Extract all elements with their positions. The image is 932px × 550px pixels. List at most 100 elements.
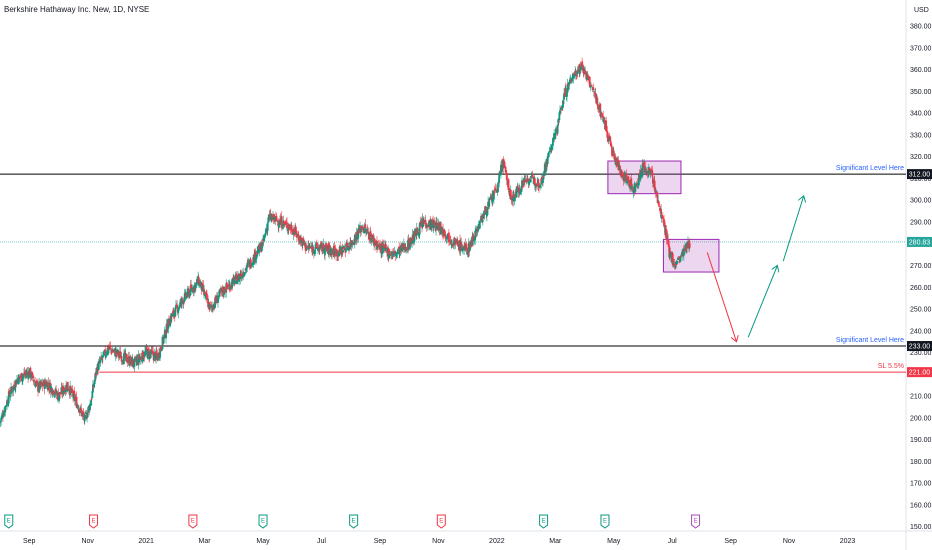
earnings-icon-letter: E bbox=[694, 519, 698, 525]
candle-body bbox=[24, 372, 27, 374]
candle-body bbox=[608, 137, 610, 142]
price-tag-box bbox=[907, 367, 932, 378]
candle-body bbox=[476, 231, 479, 233]
candle-body bbox=[656, 194, 659, 204]
currency-label: USD bbox=[914, 7, 929, 14]
candle-body bbox=[59, 393, 62, 395]
candle-body bbox=[608, 136, 611, 137]
candle-body bbox=[267, 214, 270, 222]
candle-body bbox=[681, 252, 684, 257]
candle-body bbox=[477, 225, 480, 232]
x-tick-label: Jul bbox=[668, 538, 677, 545]
candle-body bbox=[263, 236, 266, 240]
candle-body bbox=[481, 219, 484, 222]
candle-body bbox=[449, 240, 451, 242]
y-tick-label: 150.00 bbox=[910, 524, 932, 531]
candle-body bbox=[590, 85, 592, 88]
arrow bbox=[706, 252, 736, 341]
y-tick-label: 310.00 bbox=[910, 176, 932, 183]
candle-body bbox=[217, 299, 219, 303]
earnings-icon-letter: E bbox=[261, 519, 265, 525]
candle-body bbox=[363, 229, 366, 234]
candle-body bbox=[376, 245, 379, 250]
candle-body bbox=[161, 349, 163, 351]
candle-body bbox=[644, 168, 647, 170]
candle-body bbox=[314, 243, 317, 249]
candle-body bbox=[9, 395, 12, 396]
candle-body bbox=[519, 192, 522, 195]
candle-body bbox=[410, 238, 412, 244]
candle-body bbox=[396, 252, 399, 255]
candle-body bbox=[440, 226, 443, 229]
candle-body bbox=[455, 238, 457, 244]
candle-body bbox=[236, 280, 239, 285]
candle-body bbox=[214, 297, 217, 308]
candle-body bbox=[101, 359, 104, 360]
candle-body bbox=[297, 234, 300, 237]
candle-body bbox=[439, 226, 442, 235]
candle-body bbox=[611, 147, 613, 156]
candle-body bbox=[661, 216, 664, 218]
candle-body bbox=[356, 231, 359, 235]
candle-body bbox=[575, 75, 578, 76]
earnings-icon-letter: E bbox=[191, 519, 195, 525]
candle-body bbox=[150, 349, 153, 355]
candle-body bbox=[245, 267, 248, 270]
earnings-icon-letter: E bbox=[439, 519, 443, 525]
price-axis[interactable]: USD 150.00 160.00 170.00 180.00 190.00 200.00 2… bbox=[910, 7, 932, 531]
candle-body bbox=[542, 175, 544, 184]
candle-body bbox=[107, 348, 110, 350]
candle-body bbox=[270, 216, 273, 218]
candle-body bbox=[391, 253, 394, 257]
candle-body bbox=[338, 253, 340, 257]
candle-body bbox=[658, 205, 661, 207]
candle-body bbox=[401, 243, 404, 250]
candle-body bbox=[44, 381, 47, 385]
candle-body bbox=[647, 166, 650, 174]
candle-body bbox=[674, 262, 677, 268]
x-tick-label: Nov bbox=[432, 538, 445, 545]
candle-body bbox=[543, 170, 546, 177]
candle-body bbox=[591, 87, 594, 90]
candle-body bbox=[201, 284, 204, 286]
candle-body bbox=[529, 179, 532, 183]
candle-body bbox=[634, 183, 637, 192]
candle-body bbox=[530, 175, 533, 178]
candle-body bbox=[540, 178, 543, 184]
candle-body bbox=[277, 223, 280, 227]
candle-body bbox=[582, 71, 585, 74]
candle-body bbox=[663, 218, 665, 227]
candle-body bbox=[250, 266, 253, 268]
candle-body bbox=[22, 375, 25, 377]
candle-body bbox=[683, 249, 686, 252]
candle-body bbox=[305, 249, 308, 251]
candle-body bbox=[563, 93, 565, 100]
candle-body bbox=[354, 235, 357, 237]
candle-body bbox=[280, 216, 283, 228]
candle-body bbox=[485, 211, 488, 215]
candle-body bbox=[24, 374, 27, 376]
candle-body bbox=[570, 79, 572, 83]
candle-body bbox=[572, 73, 575, 79]
candle-body bbox=[324, 247, 326, 256]
candle-body bbox=[576, 69, 579, 75]
candle-body bbox=[217, 296, 220, 299]
candle-body bbox=[62, 386, 65, 394]
candle-body bbox=[584, 71, 587, 73]
time-axis[interactable]: Sep Nov 2021 Mar May Jul Sep Nov 2022 Mar May Jul Se… bbox=[23, 538, 855, 545]
candle-body bbox=[149, 354, 152, 356]
candle-body bbox=[488, 201, 491, 207]
candle-body bbox=[94, 373, 97, 380]
candle-body bbox=[223, 287, 226, 294]
candle-body bbox=[204, 294, 207, 296]
candle-body bbox=[328, 245, 330, 256]
price-tag-box bbox=[907, 236, 932, 247]
candle-body bbox=[254, 251, 257, 261]
candle-body bbox=[537, 179, 540, 187]
candle-body bbox=[9, 396, 11, 397]
candle-body bbox=[155, 350, 157, 360]
arrow bbox=[782, 196, 803, 262]
candle-body bbox=[301, 238, 304, 246]
